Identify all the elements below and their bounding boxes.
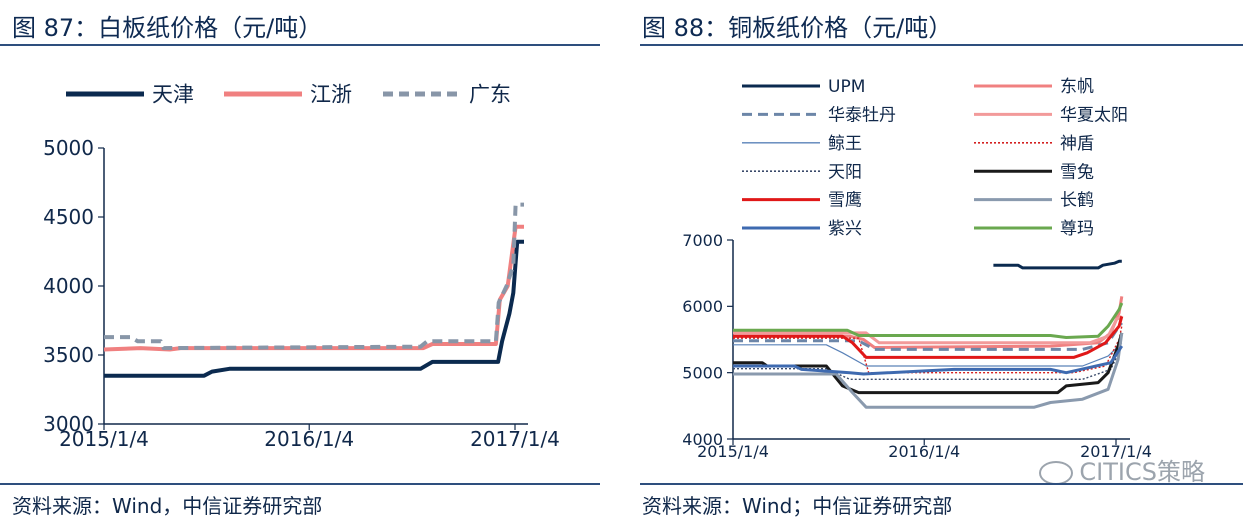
y-tick-label: 4000 — [43, 274, 94, 298]
y-tick-label: 6000 — [682, 297, 723, 316]
series-line — [993, 259, 1122, 270]
legend-label: 广东 — [469, 83, 511, 107]
y-tick-label: 7000 — [682, 231, 723, 250]
source-note-right: 资料来源：Wind；中信证券研究部 — [642, 494, 953, 518]
x-tick-label: 2017/1/4 — [470, 427, 560, 451]
legend-label: 东帆 — [1060, 77, 1094, 97]
series-line — [104, 239, 524, 378]
watermark: CITICS策略 — [1039, 452, 1205, 487]
chart-title-left: 图 87：白板纸价格（元/吨） — [12, 14, 323, 42]
source-note-left: 资料来源：Wind，中信证券研究部 — [12, 494, 323, 518]
title-rule-left — [0, 44, 600, 46]
legend-label: 天津 — [152, 83, 194, 107]
legend-label: 雪鹰 — [828, 191, 862, 211]
legend-label: 神盾 — [1060, 134, 1094, 154]
series-line — [104, 202, 524, 351]
series-line — [733, 332, 1124, 409]
legend-label: 华泰牡丹 — [828, 106, 896, 126]
footer-rule-left — [0, 483, 600, 485]
legend-label: 雪兔 — [1060, 162, 1094, 182]
series-line — [733, 296, 1124, 349]
x-tick-label: 2015/1/4 — [697, 442, 769, 461]
legend-label: 尊玛 — [1060, 219, 1094, 239]
series-line — [733, 345, 1124, 376]
y-tick-label: 5000 — [43, 136, 94, 160]
legend-label: UPM — [828, 77, 865, 97]
series-line — [733, 302, 1124, 339]
watermark-text: CITICS策略 — [1079, 458, 1205, 486]
y-tick-label: 5000 — [682, 363, 723, 382]
right-panel: 图 88：铜板纸价格（元/吨） 4000 5000 6000 7000 2015/1/4… — [620, 0, 1243, 525]
x-tick-label: 2016/1/4 — [264, 427, 354, 451]
title-rule-right — [640, 44, 1243, 46]
chart-title-right: 图 88：铜板纸价格（元/吨） — [642, 14, 953, 42]
legend-label: 紫兴 — [828, 219, 862, 239]
y-tick-label: 3000 — [43, 412, 94, 436]
series-line — [733, 315, 1123, 345]
footer-rule-right — [640, 483, 1243, 485]
chart-left: 3000 3500 4000 4500 5000 2015/1/4 2016/1/4 2017… — [43, 83, 560, 451]
y-tick-label: 4500 — [43, 205, 94, 229]
x-tick-label: 2016/1/4 — [888, 442, 960, 461]
legend-label: 江浙 — [310, 83, 352, 107]
chart-right: 4000 5000 6000 7000 2015/1/4 2016/1/4 2017/1/4… — [682, 77, 1152, 461]
y-tick-label: 4000 — [682, 430, 723, 449]
wechat-icon — [1039, 461, 1074, 485]
series-line — [733, 315, 1124, 359]
legend-label: 天阳 — [828, 162, 862, 182]
x-tick-label: 2015/1/4 — [59, 427, 149, 451]
series-line — [103, 224, 524, 352]
legend-label: 鲸王 — [828, 134, 862, 154]
left-panel: 图 87：白板纸价格（元/吨） 3000 3500 4000 4500 5000 2015… — [0, 0, 600, 525]
legend-label: 长鹤 — [1060, 191, 1094, 211]
series-line — [733, 342, 1123, 367]
y-tick-label: 3500 — [43, 343, 94, 367]
x-tick-label: 2017/1/4 — [1080, 442, 1152, 461]
legend-label: 华夏太阳 — [1060, 106, 1128, 126]
